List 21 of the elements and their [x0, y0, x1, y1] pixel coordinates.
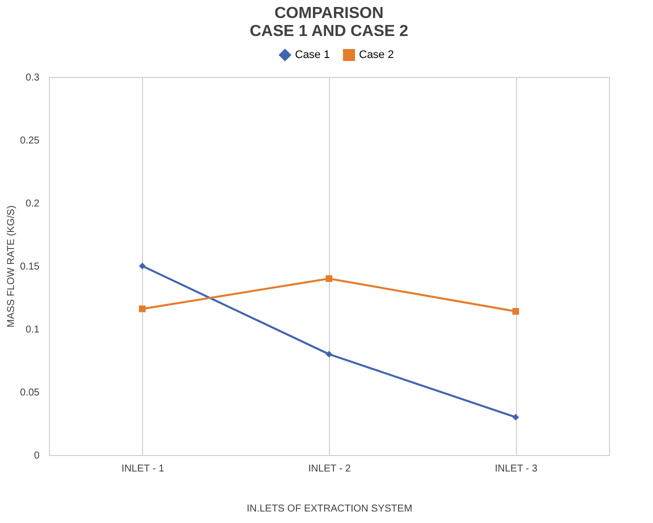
point	[138, 305, 146, 312]
x-tick-label: INLET - 2	[308, 464, 352, 474]
x-tick-label: INLET - 3	[494, 464, 538, 474]
x-axis-title: IN.LETS OF EXTRACTION SYSTEM	[246, 504, 412, 514]
legend-label: Case 2	[359, 49, 394, 61]
y-tick-label: 0.05	[20, 388, 40, 398]
y-tick-label: 0.3	[26, 72, 40, 84]
point	[138, 262, 146, 270]
y-tick-label: 0.1	[26, 324, 40, 336]
point	[512, 308, 520, 315]
y-tick-label: 0.15	[20, 262, 40, 272]
x-tick-label: INLET - 1	[122, 464, 165, 474]
y-tick-label: 0	[34, 450, 40, 462]
point	[326, 350, 332, 358]
point	[326, 275, 332, 282]
point	[512, 414, 520, 421]
y-tick-label: 0.2	[26, 198, 40, 210]
legend-label: Case 1	[295, 49, 330, 61]
chart-title: COMPARISON CASE 1 AND CASE 2	[250, 5, 408, 40]
y-axis-title: MASS FLOW RATE (KG/S)	[6, 205, 18, 328]
y-tick-label: 0.25	[20, 136, 40, 146]
